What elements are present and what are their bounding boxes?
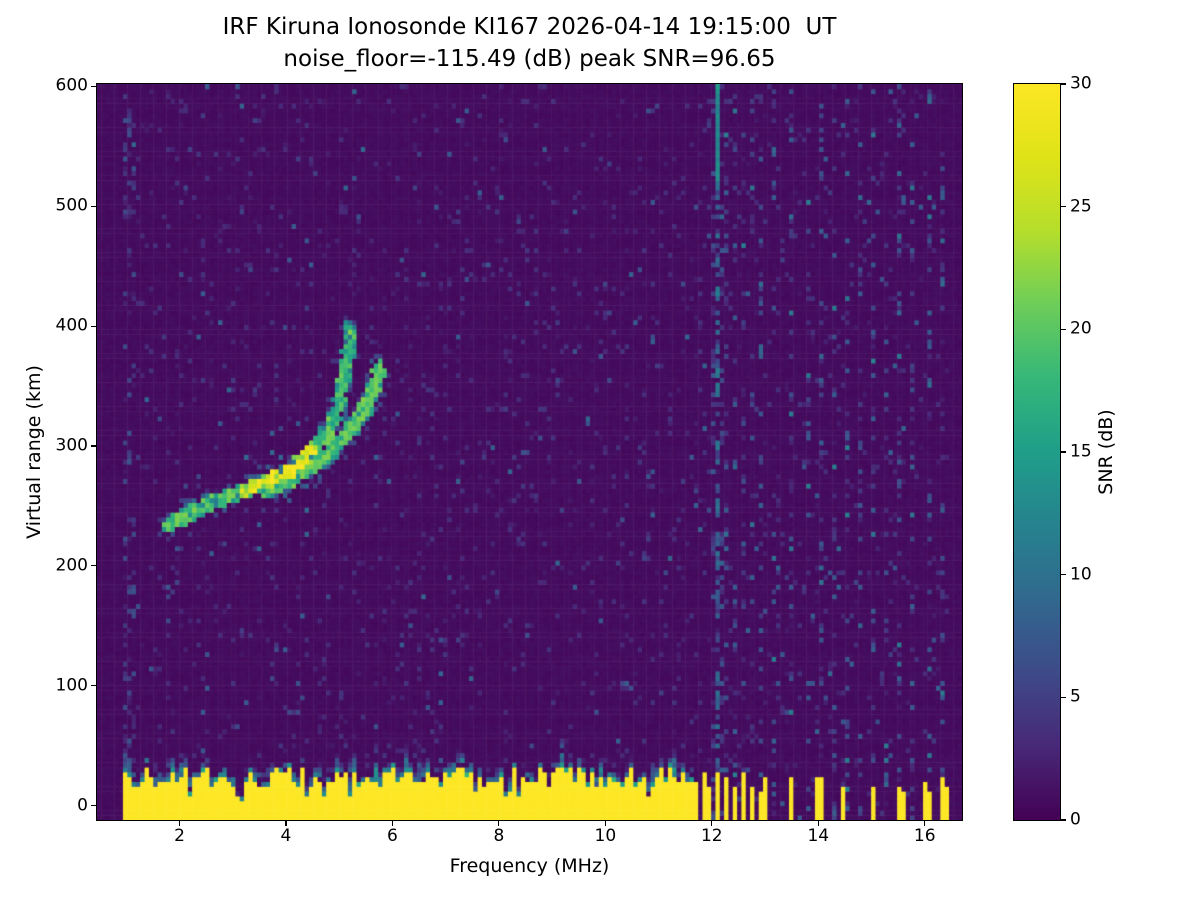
x-tick-label: 16 xyxy=(913,826,936,846)
x-tick-label: 6 xyxy=(387,826,398,846)
y-tick-label: 0 xyxy=(77,795,88,816)
y-axis-label: Virtual range (km) xyxy=(23,365,45,539)
y-tick-mark xyxy=(91,205,96,207)
colorbar-tick-mark xyxy=(1061,451,1066,453)
x-tick-label: 2 xyxy=(174,826,185,846)
y-tick-label: 400 xyxy=(55,315,88,336)
colorbar-tick-mark xyxy=(1061,819,1066,821)
colorbar-label: SNR (dB) xyxy=(1095,409,1117,495)
x-tick-mark xyxy=(817,821,819,826)
colorbar-tick-mark xyxy=(1061,83,1066,85)
ionogram-heatmap-canvas xyxy=(97,84,962,820)
x-tick-mark xyxy=(498,821,500,826)
colorbar-tick-mark xyxy=(1061,328,1066,330)
colorbar-tick-label: 10 xyxy=(1070,564,1092,585)
colorbar-tick-mark xyxy=(1061,696,1066,698)
x-tick-label: 4 xyxy=(280,826,292,846)
y-tick-mark xyxy=(91,85,96,87)
x-tick-label: 10 xyxy=(594,826,617,846)
colorbar-tick-mark xyxy=(1061,574,1066,576)
x-tick-label: 8 xyxy=(493,826,505,846)
y-tick-label: 500 xyxy=(55,195,88,216)
x-tick-label: 12 xyxy=(700,826,723,846)
y-tick-label: 100 xyxy=(55,675,88,696)
x-tick-mark xyxy=(285,821,287,826)
y-tick-mark xyxy=(91,685,96,687)
x-tick-label: 14 xyxy=(807,826,830,846)
colorbar-tick-label: 20 xyxy=(1070,318,1092,339)
x-tick-mark xyxy=(604,821,606,826)
colorbar-tick-label: 15 xyxy=(1070,441,1092,462)
y-tick-label: 200 xyxy=(55,555,88,576)
colorbar-tick-label: 25 xyxy=(1070,196,1092,217)
colorbar-tick-label: 30 xyxy=(1070,73,1092,94)
y-tick-label: 300 xyxy=(55,435,88,456)
x-tick-mark xyxy=(711,821,713,826)
chart-title: IRF Kiruna Ionosonde KI167 2026-04-14 19… xyxy=(222,14,837,40)
colorbar-tick-label: 0 xyxy=(1070,809,1081,830)
y-tick-mark xyxy=(91,445,96,447)
y-tick-label: 600 xyxy=(55,75,88,96)
chart-subtitle: noise_floor=-115.49 (dB) peak SNR=96.65 xyxy=(283,46,776,72)
colorbar-tick-label: 5 xyxy=(1070,686,1081,707)
x-tick-mark xyxy=(178,821,181,826)
y-tick-mark xyxy=(91,565,96,567)
x-tick-mark xyxy=(924,821,926,826)
plot-area xyxy=(96,83,963,821)
colorbar-tick-mark xyxy=(1061,206,1066,208)
y-tick-mark xyxy=(91,805,96,807)
x-axis-label: Frequency (MHz) xyxy=(449,855,610,877)
colorbar-gradient xyxy=(1013,83,1061,821)
x-tick-mark xyxy=(391,821,394,826)
y-tick-mark xyxy=(91,325,96,327)
